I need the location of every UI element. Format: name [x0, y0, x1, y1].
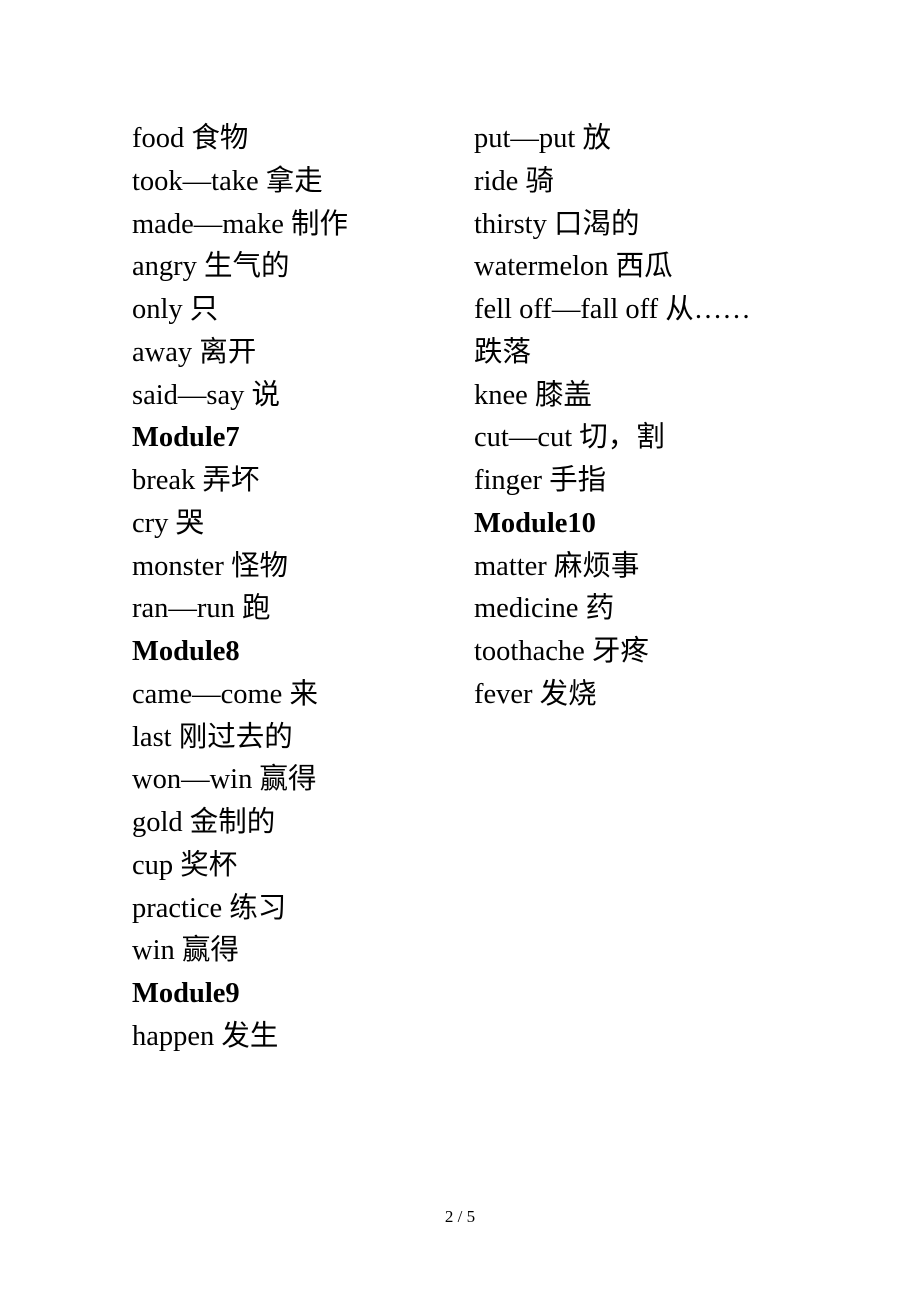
vocab-entry: happen 发生: [132, 1016, 446, 1059]
vocab-entry: win 赢得: [132, 930, 446, 973]
vocab-entry: finger 手指: [474, 460, 788, 503]
vocab-entry: thirsty 口渴的: [474, 204, 788, 247]
page-content: food 食物took—take 拿走made—make 制作angry 生气的…: [0, 0, 920, 1059]
vocab-entry: cry 哭: [132, 503, 446, 546]
left-column: food 食物took—take 拿走made—make 制作angry 生气的…: [132, 118, 446, 1059]
module-heading: Module9: [132, 973, 446, 1016]
page-number: 2 / 5: [0, 1207, 920, 1227]
vocab-entry: put—put 放: [474, 118, 788, 161]
vocab-entry: last 刚过去的: [132, 717, 446, 760]
module-heading: Module7: [132, 417, 446, 460]
vocab-entry: cup 奖杯: [132, 845, 446, 888]
vocab-entry: fell off—fall off 从……: [474, 289, 788, 332]
vocab-entry: watermelon 西瓜: [474, 246, 788, 289]
module-heading: Module10: [474, 503, 788, 546]
vocab-entry: 跌落: [474, 332, 788, 375]
vocab-entry: fever 发烧: [474, 674, 788, 717]
vocab-entry: ride 骑: [474, 161, 788, 204]
vocab-entry: made—make 制作: [132, 204, 446, 247]
vocab-entry: said—say 说: [132, 375, 446, 418]
vocab-entry: away 离开: [132, 332, 446, 375]
vocab-entry: monster 怪物: [132, 546, 446, 589]
vocab-entry: knee 膝盖: [474, 375, 788, 418]
vocab-entry: toothache 牙疼: [474, 631, 788, 674]
vocab-entry: practice 练习: [132, 888, 446, 931]
vocab-entry: matter 麻烦事: [474, 546, 788, 589]
vocab-entry: only 只: [132, 289, 446, 332]
vocab-entry: ran—run 跑: [132, 588, 446, 631]
vocab-entry: angry 生气的: [132, 246, 446, 289]
vocab-entry: came—come 来: [132, 674, 446, 717]
vocab-entry: won—win 赢得: [132, 759, 446, 802]
vocab-entry: medicine 药: [474, 588, 788, 631]
vocab-entry: took—take 拿走: [132, 161, 446, 204]
module-heading: Module8: [132, 631, 446, 674]
vocab-entry: break 弄坏: [132, 460, 446, 503]
vocab-entry: cut—cut 切，割: [474, 417, 788, 460]
vocab-entry: food 食物: [132, 118, 446, 161]
right-column: put—put 放ride 骑thirsty 口渴的watermelon 西瓜f…: [474, 118, 788, 1059]
vocab-entry: gold 金制的: [132, 802, 446, 845]
